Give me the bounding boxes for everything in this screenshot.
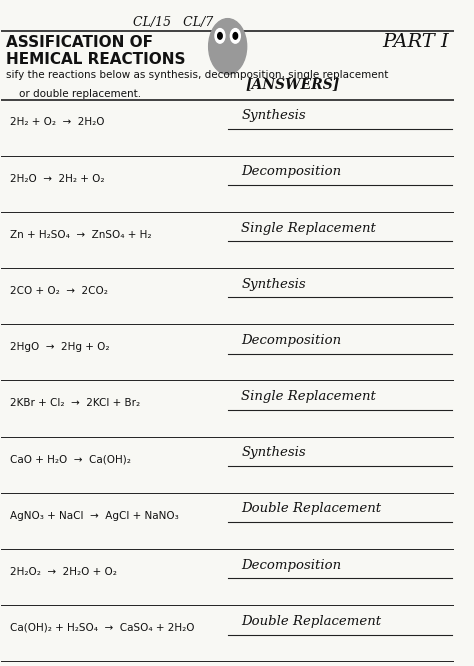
- Text: Decomposition: Decomposition: [241, 559, 341, 571]
- Text: 2H₂O  →  2H₂ + O₂: 2H₂O → 2H₂ + O₂: [10, 174, 105, 184]
- Text: CL/15   CL/7: CL/15 CL/7: [133, 16, 213, 29]
- Circle shape: [215, 29, 225, 43]
- Text: 2H₂O₂  →  2H₂O + O₂: 2H₂O₂ → 2H₂O + O₂: [10, 567, 117, 577]
- Text: 2CO + O₂  →  2CO₂: 2CO + O₂ → 2CO₂: [10, 286, 109, 296]
- Text: Synthesis: Synthesis: [241, 446, 306, 460]
- Circle shape: [233, 33, 237, 39]
- Text: Synthesis: Synthesis: [241, 109, 306, 122]
- Text: 2KBr + Cl₂  →  2KCl + Br₂: 2KBr + Cl₂ → 2KCl + Br₂: [10, 398, 141, 408]
- Circle shape: [230, 29, 240, 43]
- Text: Synthesis: Synthesis: [241, 278, 306, 291]
- Text: PART I: PART I: [383, 33, 449, 51]
- Text: 2HgO  →  2Hg + O₂: 2HgO → 2Hg + O₂: [10, 342, 110, 352]
- Text: [ANSWERS]: [ANSWERS]: [246, 77, 340, 91]
- Text: Ca(OH)₂ + H₂SO₄  →  CaSO₄ + 2H₂O: Ca(OH)₂ + H₂SO₄ → CaSO₄ + 2H₂O: [10, 623, 195, 633]
- Text: ASSIFICATION OF: ASSIFICATION OF: [6, 35, 153, 49]
- Text: Single Replacement: Single Replacement: [241, 390, 376, 403]
- Text: CaO + H₂O  →  Ca(OH)₂: CaO + H₂O → Ca(OH)₂: [10, 454, 131, 464]
- Circle shape: [218, 33, 222, 39]
- Text: sify the reactions below as synthesis, decomposition, single replacement: sify the reactions below as synthesis, d…: [6, 71, 388, 81]
- Text: Double Replacement: Double Replacement: [241, 502, 382, 515]
- Text: Single Replacement: Single Replacement: [241, 222, 376, 234]
- Text: 2H₂ + O₂  →  2H₂O: 2H₂ + O₂ → 2H₂O: [10, 117, 105, 127]
- Text: Zn + H₂SO₄  →  ZnSO₄ + H₂: Zn + H₂SO₄ → ZnSO₄ + H₂: [10, 230, 152, 240]
- Text: HEMICAL REACTIONS: HEMICAL REACTIONS: [6, 53, 185, 67]
- Text: or double replacement.: or double replacement.: [6, 89, 141, 99]
- Text: Decomposition: Decomposition: [241, 165, 341, 178]
- Text: Double Replacement: Double Replacement: [241, 615, 382, 628]
- Text: Decomposition: Decomposition: [241, 334, 341, 347]
- Text: AgNO₃ + NaCl  →  AgCl + NaNO₃: AgNO₃ + NaCl → AgCl + NaNO₃: [10, 511, 179, 521]
- Circle shape: [209, 19, 246, 75]
